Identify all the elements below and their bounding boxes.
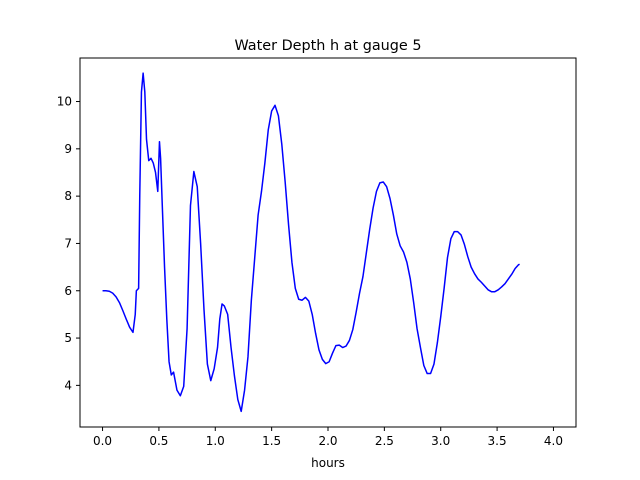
y-tick-label: 7 — [64, 236, 72, 250]
y-axis: 4 5 6 7 8 9 10 — [57, 95, 80, 392]
y-tick-label: 5 — [64, 331, 72, 345]
y-tick-label: 10 — [57, 95, 72, 109]
x-axis: 0.0 0.5 1.0 1.5 2.0 2.5 3.0 3.5 4.0 — [93, 427, 563, 448]
series-line-0 — [102, 72, 520, 413]
x-tick-label: 0.0 — [93, 434, 112, 448]
x-axis-label: hours — [311, 456, 345, 470]
x-tick-label: 4.0 — [544, 434, 563, 448]
y-tick-label: 6 — [64, 284, 72, 298]
y-tick-label: 9 — [64, 142, 72, 156]
x-tick-label: 2.5 — [375, 434, 394, 448]
y-tick-label: 8 — [64, 189, 72, 203]
x-tick-label: 1.0 — [206, 434, 225, 448]
chart-title: Water Depth h at gauge 5 — [234, 38, 421, 54]
x-tick-label: 0.5 — [149, 434, 168, 448]
series-layer — [102, 72, 520, 413]
x-tick-label: 2.0 — [318, 434, 337, 448]
x-tick-label: 3.0 — [431, 434, 450, 448]
x-tick-label: 3.5 — [488, 434, 507, 448]
x-tick-label: 1.5 — [262, 434, 281, 448]
y-tick-label: 4 — [64, 378, 72, 392]
